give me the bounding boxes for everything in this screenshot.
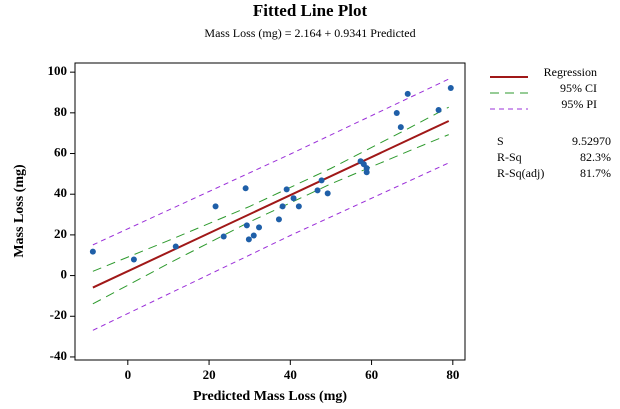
x-axis-title: Predicted Mass Loss (mg) — [193, 389, 347, 404]
data-point — [314, 187, 321, 194]
data-point — [242, 185, 249, 192]
data-point — [290, 195, 297, 202]
data-point — [245, 236, 252, 243]
legend-label: Regression — [544, 65, 597, 79]
stat-value: 81.7% — [580, 166, 611, 180]
stat-label: S — [497, 134, 504, 148]
fit-line — [92, 106, 449, 272]
y-tick-label: -40 — [50, 348, 67, 363]
data-point — [447, 85, 454, 92]
fit-line — [92, 162, 449, 331]
fit-line — [92, 134, 449, 305]
data-point — [363, 165, 370, 172]
y-tick-label: 80 — [54, 104, 67, 119]
chart-title: Fitted Line Plot — [253, 1, 368, 20]
x-tick-label: 0 — [125, 367, 132, 382]
data-point — [404, 90, 411, 97]
data-point — [324, 190, 331, 197]
stat-value: 82.3% — [580, 150, 611, 164]
y-tick-label: 60 — [54, 145, 67, 160]
data-point — [393, 110, 400, 117]
x-tick-label: 80 — [446, 367, 459, 382]
data-point — [295, 203, 302, 210]
data-point — [212, 203, 219, 210]
x-tick-label: 20 — [203, 367, 216, 382]
data-point — [275, 216, 282, 223]
data-point — [397, 124, 404, 131]
y-tick-label: 0 — [61, 267, 68, 282]
y-tick-label: 40 — [54, 185, 67, 200]
data-point — [130, 256, 137, 263]
legend-label: 95% PI — [561, 97, 597, 111]
stat-label: R-Sq — [497, 150, 522, 164]
plot-frame — [74, 62, 466, 361]
stat-label: R-Sq(adj) — [497, 166, 544, 180]
y-axis-title: Mass Loss (mg) — [12, 164, 27, 258]
data-point — [250, 232, 257, 239]
y-tick-label: -20 — [50, 307, 67, 322]
data-point — [279, 203, 286, 210]
data-point — [220, 233, 227, 240]
data-point — [256, 224, 263, 231]
y-tick-label: 20 — [54, 226, 67, 241]
fit-line — [92, 120, 450, 289]
data-point — [318, 177, 325, 184]
x-tick-label: 40 — [284, 367, 297, 382]
y-tick-label: 100 — [48, 63, 68, 78]
legend-label: 95% CI — [560, 81, 597, 95]
chart-subtitle: Mass Loss (mg) = 2.164 + 0.9341 Predicte… — [204, 26, 415, 40]
x-tick-label: 60 — [365, 367, 378, 382]
data-point — [172, 243, 179, 250]
data-point — [243, 222, 250, 229]
data-point — [435, 106, 442, 113]
data-point — [89, 248, 96, 255]
fit-line — [92, 78, 449, 246]
data-point — [283, 186, 290, 193]
stat-value: 9.52970 — [572, 134, 611, 148]
